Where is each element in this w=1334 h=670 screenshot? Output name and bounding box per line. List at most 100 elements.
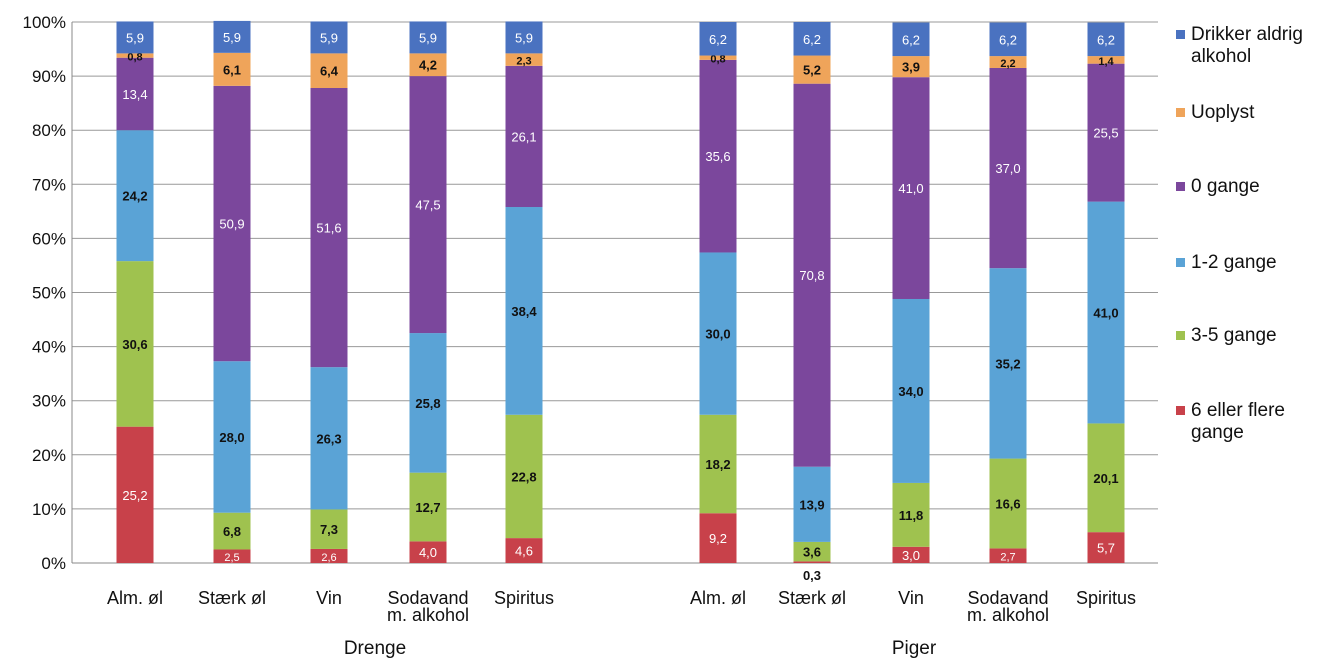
- group-label-drenge: Drenge: [343, 638, 407, 659]
- legend-label: 0 gange: [1191, 176, 1260, 197]
- data-label: 28,0: [219, 430, 244, 445]
- bar-segment: [699, 22, 737, 56]
- legend-item-3-5-gange: 3-5 gange: [1176, 325, 1331, 347]
- bar-segment: [505, 65, 543, 208]
- data-label: 41,0: [898, 181, 923, 196]
- data-label: 70,8: [799, 268, 824, 283]
- data-label: 1,4: [1098, 56, 1114, 68]
- bar-segment: [310, 88, 348, 368]
- data-label: 30,0: [705, 327, 730, 342]
- bar-segment: [989, 56, 1027, 68]
- x-tick-label: m. alkohol: [387, 605, 469, 625]
- data-label: 5,7: [1097, 541, 1115, 556]
- legend-swatch: [1176, 182, 1185, 191]
- bar-segment: [116, 53, 154, 58]
- data-label: 4,2: [419, 58, 437, 73]
- bar-segment: [213, 512, 251, 550]
- data-label: 5,9: [223, 30, 241, 45]
- legend-item-6-eller-flere: 6 eller flere gange: [1176, 400, 1331, 444]
- data-label: 0,8: [710, 54, 725, 66]
- legend-label: 6 eller flere gange: [1191, 400, 1285, 443]
- legend-swatch: [1176, 331, 1185, 340]
- y-tick-label: 40%: [32, 338, 66, 357]
- bar-segment: [1087, 532, 1125, 563]
- bar-segment: [699, 55, 737, 60]
- bar-segment: [793, 466, 831, 542]
- legend: Drikker aldrig alkohol Uoplyst 0 gange 1…: [1176, 0, 1334, 470]
- bar-segment: [892, 56, 930, 78]
- y-tick-label: 80%: [32, 121, 66, 140]
- y-tick-label: 30%: [32, 392, 66, 411]
- bar-segment: [505, 21, 543, 54]
- y-tick-label: 90%: [32, 67, 66, 86]
- group-label-piger: Piger: [891, 638, 937, 659]
- bar-segment: [892, 298, 930, 483]
- data-label: 9,2: [709, 531, 727, 546]
- bar-segment: [892, 482, 930, 547]
- data-label: 6,1: [223, 62, 241, 77]
- data-label: 20,1: [1093, 471, 1118, 486]
- bar-segment: [505, 414, 543, 539]
- y-tick-label: 50%: [32, 284, 66, 303]
- data-label: 7,3: [320, 522, 338, 537]
- data-label: 25,2: [122, 488, 147, 503]
- data-label: 3,0: [902, 548, 920, 563]
- data-label: 4,6: [515, 544, 533, 559]
- data-label: 2,2: [1000, 58, 1015, 70]
- data-label: 38,4: [511, 304, 537, 319]
- data-label: 5,9: [126, 30, 144, 45]
- bar-segment: [793, 55, 831, 84]
- bar-segment: [989, 22, 1027, 57]
- data-label: 4,0: [419, 545, 437, 560]
- legend-item-drikker-aldrig: Drikker aldrig alkohol: [1176, 24, 1331, 68]
- x-tick-label: Sodavand: [967, 588, 1048, 608]
- legend-label: Drikker aldrig alkohol: [1191, 24, 1303, 67]
- bar-segment: [989, 268, 1027, 459]
- data-label: 5,9: [515, 30, 533, 45]
- data-label: 5,2: [803, 63, 821, 78]
- bar-segment: [213, 52, 251, 86]
- legend-swatch: [1176, 30, 1185, 39]
- data-label: 6,2: [902, 32, 920, 47]
- bar-segment: [699, 59, 737, 253]
- legend-label: 1-2 gange: [1191, 252, 1277, 273]
- data-label: 3,6: [803, 545, 821, 560]
- legend-swatch: [1176, 108, 1185, 117]
- legend-item-1-2-gange: 1-2 gange: [1176, 252, 1331, 274]
- y-tick-label: 100%: [23, 13, 66, 32]
- data-label: 22,8: [511, 469, 536, 484]
- legend-swatch: [1176, 258, 1185, 267]
- bar-segment: [310, 509, 348, 549]
- y-tick-label: 70%: [32, 175, 66, 194]
- x-tick-label: Spiritus: [494, 588, 554, 608]
- bar-segment: [116, 426, 154, 563]
- x-tick-label: Vin: [316, 588, 342, 608]
- legend-label: Uoplyst: [1191, 102, 1255, 123]
- bar-segment: [213, 361, 251, 513]
- data-label: 51,6: [316, 221, 341, 236]
- x-tick-label: Alm. øl: [107, 588, 163, 608]
- legend-label: 3-5 gange: [1191, 325, 1277, 346]
- data-label: 2,6: [321, 552, 336, 564]
- bar-segment: [409, 472, 447, 542]
- bar-segment: [409, 333, 447, 473]
- y-tick-label: 10%: [32, 500, 66, 519]
- data-label: 3,9: [902, 60, 920, 75]
- bar-segment: [1087, 56, 1125, 64]
- bar-segment: [989, 458, 1027, 549]
- bar-segment: [793, 22, 831, 56]
- data-label: 24,2: [122, 189, 147, 204]
- bar-segment: [699, 252, 737, 415]
- bar-segment: [213, 549, 251, 563]
- bar-segment: [892, 22, 930, 57]
- bar-segment: [793, 541, 831, 562]
- y-tick-label: 20%: [32, 446, 66, 465]
- bar-segment: [793, 83, 831, 467]
- data-label: 6,8: [223, 524, 241, 539]
- x-tick-label: Spiritus: [1076, 588, 1136, 608]
- data-label: 12,7: [415, 500, 440, 515]
- bar-segment: [116, 57, 154, 131]
- data-label: 6,4: [320, 64, 339, 79]
- data-label: 13,4: [122, 87, 147, 102]
- data-label: 0,8: [127, 52, 142, 64]
